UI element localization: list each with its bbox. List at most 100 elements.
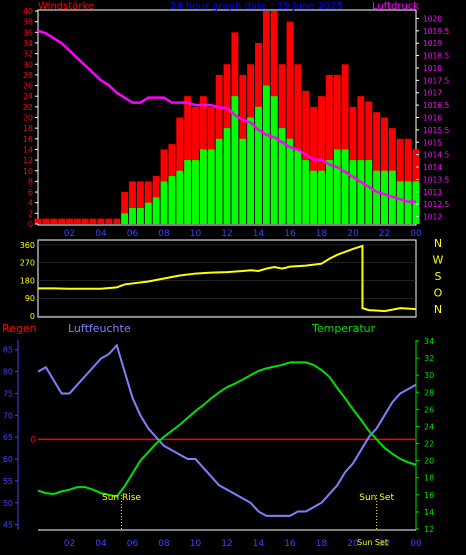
pressure-axis-label: Luftdruck bbox=[372, 1, 419, 12]
wind-gust-bar bbox=[89, 218, 97, 224]
pressure-line bbox=[37, 29, 416, 203]
wind-gust-bar bbox=[66, 218, 73, 224]
humidity-tick-label: 75 bbox=[3, 389, 13, 398]
wind-pressure-panel: Windstärke 24 hour graph date : 19 June … bbox=[23, 1, 450, 239]
wind-gust-bar bbox=[325, 74, 333, 225]
wind-mean-bar bbox=[152, 197, 160, 224]
humidity-tick-label: 60 bbox=[3, 455, 13, 464]
wind-tick-label: 20 bbox=[23, 114, 33, 123]
wind-mean-bar bbox=[341, 149, 349, 224]
pressure-tick-label: 1017.5 bbox=[423, 76, 449, 85]
x-tick-label: 16 bbox=[284, 539, 296, 549]
sunset-label: Sun Set bbox=[359, 493, 394, 503]
pressure-tick-label: 1015.5 bbox=[423, 126, 449, 135]
x-tick-label: 00 bbox=[410, 229, 422, 239]
rain-axis-label: Regen bbox=[2, 322, 37, 335]
temperature-tick-label: 26 bbox=[424, 405, 434, 414]
temperature-tick-label: 24 bbox=[424, 422, 434, 431]
direction-tick-label: 90 bbox=[25, 294, 35, 303]
wind-gust-bar bbox=[73, 218, 81, 224]
x-tick-label: 06 bbox=[127, 229, 139, 239]
time-x-ticks: 02 04 06 08 10 12 14 16 18 20 22 00 bbox=[64, 539, 422, 549]
wind-gust-bar bbox=[97, 218, 105, 224]
humidity-tick-label: 55 bbox=[3, 477, 13, 486]
direction-tick-label: 270 bbox=[20, 259, 35, 268]
wind-gust-bar bbox=[341, 64, 349, 224]
pressure-y-ticks: 1012 1012.5 1013 1013.5 1014 1014.5 1015 1015.5… bbox=[416, 14, 449, 222]
x-tick-label: 06 bbox=[127, 539, 139, 549]
x-tick-label: 10 bbox=[190, 229, 202, 239]
wind-mean-bar bbox=[136, 208, 144, 224]
wind-mean-bar bbox=[381, 170, 388, 224]
wind-mean-bar bbox=[286, 138, 294, 224]
x-tick-label: 08 bbox=[158, 229, 170, 239]
direction-line bbox=[38, 244, 417, 313]
wind-mean-bar bbox=[129, 208, 136, 224]
pressure-tick-label: 1012.5 bbox=[423, 200, 449, 209]
wind-mean-bar bbox=[302, 160, 310, 224]
x-tick-label: 12 bbox=[221, 229, 232, 239]
wind-tick-label: 6 bbox=[28, 188, 33, 197]
temperature-line bbox=[37, 361, 417, 498]
x-tick-label: 14 bbox=[253, 229, 265, 239]
wind-mean-bar bbox=[247, 117, 255, 224]
humidity-y-ticks: 45 50 55 60 65 70 75 80 85 bbox=[3, 346, 18, 530]
wind-tick-label: 10 bbox=[23, 167, 33, 176]
x-tick-label: 10 bbox=[190, 539, 202, 549]
x-tick-label: 18 bbox=[316, 539, 328, 549]
wind-tick-label: 22 bbox=[23, 103, 33, 112]
wind-mean-bar bbox=[199, 149, 207, 224]
wind-gust-bar bbox=[294, 64, 302, 224]
wind-mean-bar bbox=[231, 96, 239, 224]
wind-tick-label: 36 bbox=[23, 28, 33, 37]
chart-title: 24 hour graph date : 19 June 2025 bbox=[170, 1, 343, 12]
x-tick-label: 08 bbox=[158, 539, 170, 549]
wind-tick-label: 28 bbox=[23, 71, 33, 80]
temperature-tick-label: 12 bbox=[424, 525, 434, 534]
wind-tick-label: 8 bbox=[28, 177, 33, 186]
wind-gust-bar bbox=[310, 106, 318, 224]
x-tick-label: 04 bbox=[95, 229, 107, 239]
wind-bars bbox=[34, 11, 420, 225]
wind-mean-bar bbox=[239, 138, 247, 224]
wind-mean-bar bbox=[325, 160, 333, 224]
wind-gust-bar bbox=[58, 218, 66, 224]
compass-label: S bbox=[435, 270, 442, 283]
temperature-axis-label: Temperatur bbox=[311, 322, 376, 335]
pressure-tick-label: 1013.5 bbox=[423, 175, 449, 184]
wind-mean-bar bbox=[365, 160, 373, 224]
compass-label: O bbox=[434, 287, 443, 300]
wind-gust-bar bbox=[81, 218, 89, 224]
temperature-y-ticks: 12 14 16 18 20 22 24 26 28 30 32 34 bbox=[416, 337, 434, 534]
temperature-tick-label: 16 bbox=[424, 491, 434, 500]
pressure-tick-label: 1019 bbox=[423, 39, 442, 48]
x-tick-label: 16 bbox=[284, 229, 296, 239]
wind-mean-bar bbox=[160, 181, 168, 224]
x-tick-label: 04 bbox=[95, 539, 107, 549]
wind-mean-bar bbox=[121, 213, 129, 224]
sunset-bottom-label: Sun Set bbox=[357, 538, 388, 547]
wind-mean-bar bbox=[207, 149, 215, 224]
wind-mean-bar bbox=[262, 85, 270, 224]
wind-tick-label: 0 bbox=[28, 220, 33, 229]
pressure-tick-label: 1020 bbox=[423, 14, 442, 23]
compass-label: N bbox=[434, 303, 442, 316]
wind-mean-bar bbox=[349, 160, 357, 224]
temperature-tick-label: 34 bbox=[424, 337, 434, 346]
x-tick-label: 20 bbox=[347, 229, 359, 239]
temperature-tick-label: 30 bbox=[424, 371, 434, 380]
x-tick-label: 02 bbox=[64, 229, 75, 239]
temperature-tick-label: 28 bbox=[424, 388, 434, 397]
wind-x-ticks: 02 04 06 08 10 12 14 16 18 20 22 00 bbox=[64, 229, 422, 239]
wind-mean-bar bbox=[294, 149, 302, 224]
wind-gust-bar bbox=[302, 90, 310, 224]
x-tick-label: 22 bbox=[379, 539, 390, 549]
humidity-temperature-panel: Regen Luftfeuchte Temperatur 45 50 55 60 65 7… bbox=[2, 322, 434, 549]
wind-gust-bar bbox=[34, 218, 42, 224]
wind-gust-bar bbox=[42, 218, 50, 224]
temperature-tick-label: 32 bbox=[424, 354, 434, 363]
wind-mean-bar bbox=[318, 170, 325, 224]
